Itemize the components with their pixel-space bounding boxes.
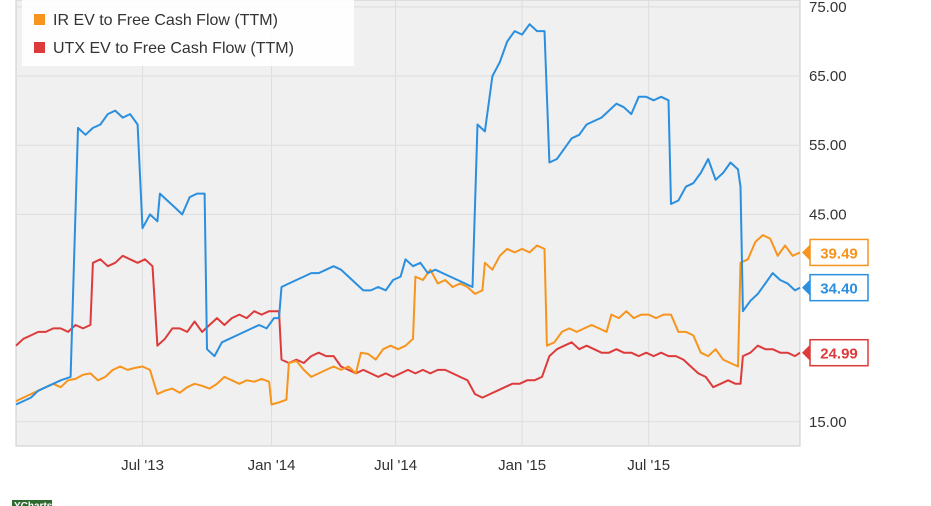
x-tick-label: Jul '15 [627, 457, 670, 474]
series-line-2 [15, 23, 801, 406]
legend-label: UTX EV to Free Cash Flow (TTM) [53, 40, 294, 57]
plot-area [15, 0, 801, 447]
y-tick-label: 75.00 [809, 0, 847, 16]
y-axis-ticks: 15.00 45.00 55.00 65.00 75.00 [809, 0, 847, 431]
y-tick-label: 45.00 [809, 206, 847, 223]
x-axis-ticks: Jul '13 Jan '14 Jul '14 Jan '15 Jul '15 [121, 457, 670, 474]
end-label-text: 24.99 [820, 346, 858, 363]
legend: IR EV to Free Cash Flow (TTM) UTX EV to F… [22, 0, 354, 66]
series-lines [15, 23, 801, 406]
legend-swatch [34, 14, 45, 25]
end-label-1: 24.99 [802, 338, 869, 367]
gridlines [15, 0, 801, 447]
x-tick-label: Jan '15 [498, 457, 546, 474]
end-label-box [809, 338, 869, 367]
end-label-box [809, 238, 869, 267]
end-label-0: 39.49 [802, 238, 869, 267]
end-labels: 39.49 24.99 34.40 [802, 238, 869, 367]
x-tick-label: Jan '14 [248, 457, 296, 474]
end-label-box [809, 273, 869, 302]
end-label-text: 34.40 [820, 281, 858, 298]
series-line-0 [15, 234, 801, 406]
legend-box [22, 0, 354, 66]
series-line-1 [15, 254, 801, 399]
x-tick-label: Jul '14 [374, 457, 417, 474]
x-tick-label: Jul '13 [121, 457, 164, 474]
source-logo: YCharts [12, 500, 53, 506]
end-label-text: 39.49 [820, 245, 858, 262]
legend-label: IR EV to Free Cash Flow (TTM) [53, 12, 278, 29]
legend-swatch [34, 42, 45, 53]
y-tick-label: 65.00 [809, 68, 847, 85]
y-tick-label: 55.00 [809, 137, 847, 154]
y-tick-label: 15.00 [809, 414, 847, 431]
end-label-2: 34.40 [802, 273, 869, 302]
logo-mark [12, 500, 52, 506]
logo-text: YCharts [14, 501, 53, 506]
